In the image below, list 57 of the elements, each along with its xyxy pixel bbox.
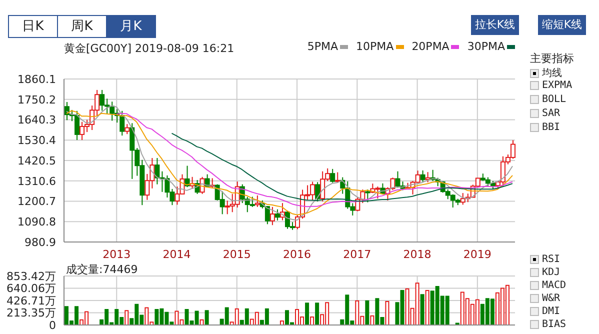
text: 月K	[106, 16, 155, 37]
y-tick-label: 1860.1	[18, 72, 56, 86]
x-tick-label: 2019	[463, 248, 492, 261]
y-tick-label: 1200.7	[18, 195, 56, 208]
bar	[280, 320, 284, 325]
text: 缩短K线	[538, 15, 586, 35]
y-tick-label: 426.71万	[6, 294, 56, 308]
text: BOLL	[542, 94, 566, 105]
text: 拉长K线	[471, 15, 519, 35]
text: RSI	[542, 254, 560, 265]
y-tick-label: 0	[49, 318, 56, 332]
y-tick-label: 640.06万	[6, 282, 56, 296]
text: DMI	[542, 306, 560, 317]
candlestick	[154, 157, 160, 185]
y-tick-label: 853.42万	[6, 270, 56, 283]
bar	[365, 300, 370, 325]
legend-label: 20PMA	[412, 40, 450, 53]
y-tick-label: 980.9	[24, 236, 56, 249]
chart-title: 黄金[GC00Y] 2019-08-09 16:21	[64, 41, 234, 56]
x-tick-label: 2017	[343, 248, 372, 261]
bar	[370, 315, 374, 325]
bar	[385, 300, 390, 325]
text: EXPMA	[542, 80, 572, 91]
y-tick-label: 1640.3	[18, 114, 56, 127]
x-tick-label: 2015	[222, 248, 251, 261]
text: BIAS	[542, 319, 566, 330]
text: 日K	[9, 16, 57, 37]
text: SAR	[542, 108, 560, 119]
y-tick-label: 213.35万	[6, 306, 56, 320]
legend-label: 10PMA	[356, 40, 394, 53]
x-tick-label: 2016	[283, 248, 312, 261]
text: 均线	[542, 66, 562, 80]
y-tick-label: 1750.2	[18, 93, 56, 106]
bar	[315, 302, 320, 325]
legend-label: 30PMA	[467, 40, 505, 53]
bar	[124, 310, 129, 325]
x-tick-label: 2014	[162, 248, 191, 261]
x-tick-label: 2013	[102, 248, 131, 261]
bar	[425, 290, 430, 325]
chart-title: 成交量:74469	[66, 262, 138, 277]
bar	[200, 319, 204, 325]
text: W&R	[542, 293, 560, 304]
bar	[420, 294, 424, 325]
bar	[310, 316, 314, 325]
bar	[305, 302, 310, 325]
text: KDJ	[542, 267, 560, 278]
bar	[204, 310, 209, 325]
legend-label: 5PMA	[307, 40, 338, 53]
y-tick-label: 1530.4	[18, 134, 56, 148]
text: BBI	[542, 122, 560, 133]
text: 主要指标	[530, 51, 574, 66]
x-tick-label: 2018	[403, 248, 432, 261]
y-tick-label: 1310.6	[18, 174, 56, 188]
text: MACD	[542, 280, 566, 291]
y-tick-label: 1090.8	[18, 216, 56, 229]
text: 周K	[57, 16, 106, 37]
y-tick-label: 1420.5	[18, 154, 56, 168]
